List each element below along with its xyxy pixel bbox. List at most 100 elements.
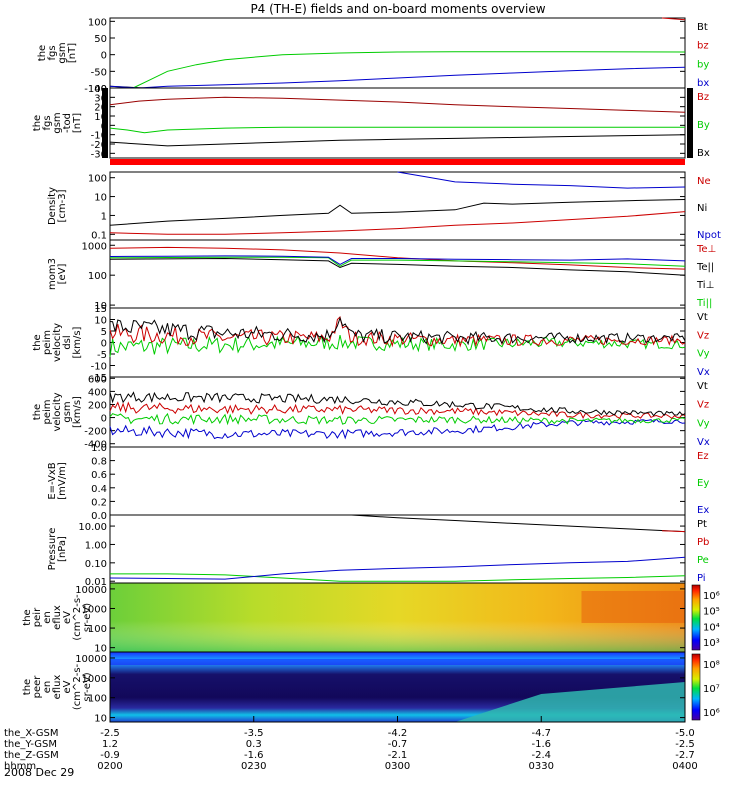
series-Vz	[109, 401, 686, 420]
footer-value: 0330	[529, 761, 554, 772]
series-By	[109, 126, 685, 134]
footer-value: -0.9	[100, 750, 120, 761]
ytick-label: 200	[88, 400, 107, 411]
ytick-label: 10000	[75, 654, 107, 665]
panel-8: 10.00 1.00 0.10 0.01 Pressure [nPa] Pt Pb Pe Pi	[47, 514, 709, 588]
ytick-label: 0.01	[85, 577, 107, 588]
ylabel-line: [cm-3]	[57, 189, 68, 222]
legend-bx: bx	[697, 78, 709, 89]
series-bx	[109, 66, 686, 89]
footer-value: 0.3	[246, 739, 262, 750]
legend-Bt: Bt	[697, 22, 708, 33]
legend-Vx: Vx	[697, 367, 710, 378]
footer-value: 0230	[241, 761, 266, 772]
legend-Pt: Pt	[697, 519, 707, 530]
ytick-label: 10	[94, 301, 107, 312]
series-Vy	[109, 412, 686, 426]
colorbar-tick: 10⁶	[703, 591, 720, 602]
ylabel-line: sr-eV)	[82, 672, 93, 701]
ylabel-line: [km/s]	[72, 396, 83, 428]
ylabel-line: peim	[42, 330, 53, 355]
ytick-label: -400	[84, 440, 107, 451]
ylabel-line: [eV]	[57, 264, 68, 285]
panel-9: 10⁶ 10⁵ 10⁴ 10³ 10000 1000 100 10 the peir en eflux…	[22, 582, 720, 655]
panel-frame	[109, 87, 686, 159]
ytick-label: 1.0	[91, 443, 107, 454]
colorbar-tick: 10⁶	[703, 708, 720, 719]
ytick-label: 10	[94, 714, 107, 725]
footer-value: -5.0	[675, 728, 695, 739]
legend-Pe: Pe	[697, 555, 709, 566]
panel-1: 100 50 0 -50 -100 the fgs gsm [nT] Bt bz by bx	[37, 17, 709, 95]
ylabel-line: en	[42, 611, 53, 624]
series-Te⊥	[109, 246, 686, 270]
ion-spectrogram-hot	[581, 591, 685, 623]
legend-Vz: Vz	[697, 330, 709, 341]
ylabel-line: dsl	[62, 335, 73, 349]
ytick-label: 10.00	[78, 522, 107, 533]
panel-3: 100 10 1 0.1 Density [cm-3] Ne Ni Npot	[47, 171, 721, 241]
ytick-label: -10	[91, 131, 107, 142]
ylabel-line: sr-eV)	[82, 603, 93, 632]
ylabel-line: eV	[62, 611, 73, 624]
legend-Vt: Vt	[697, 312, 708, 323]
legend-Pb: Pb	[697, 537, 709, 548]
electron-spectrogram-rise	[455, 682, 685, 722]
legend-Ti||: Ti||	[696, 298, 712, 309]
footer-value: -0.7	[388, 739, 408, 750]
ytick-label: 50	[94, 34, 107, 45]
panel-4: 1000 100 10 mom3 [eV] Te⊥ Te|| Ti⊥ Ti||	[47, 239, 716, 312]
legend-Ex: Ex	[697, 505, 709, 516]
ytick-label: -50	[91, 67, 107, 78]
ylabel-line: fgs	[47, 45, 58, 60]
page-title: P4 (TH-E) fields and on-board moments ov…	[250, 2, 545, 16]
edge-bar-left	[102, 88, 108, 158]
ytick-label: -30	[91, 149, 107, 160]
footer-row-label: the_Y-GSM	[4, 739, 57, 750]
ytick-label: 0.2	[91, 497, 107, 508]
ylabel-line: the	[22, 679, 33, 695]
legend-Vy: Vy	[697, 418, 710, 429]
footer-value: -1.6	[531, 739, 551, 750]
ytick-label: 400	[88, 387, 107, 398]
ytick-label: 600	[88, 374, 107, 385]
ytick-label: 20	[94, 103, 107, 114]
ylabel-line: Pressure	[47, 528, 58, 571]
ytick-label: 5	[101, 327, 107, 338]
ytick-label: 1.00	[85, 540, 107, 551]
ylabel-line: E=-VxB	[47, 462, 58, 499]
panel-10: 10⁸ 10⁷ 10⁶ 10000 1000 100 10 the peer en eflux eV(…	[22, 651, 720, 725]
separator-band	[110, 159, 685, 165]
ylabel-line: velocity	[52, 392, 63, 431]
series-Ti⊥	[109, 255, 686, 265]
footer-value: -2.1	[388, 750, 408, 761]
ytick-label: 0	[101, 51, 107, 62]
legend-Vz: Vz	[697, 400, 709, 411]
series-Vy	[109, 334, 686, 357]
ylabel-line: gsm	[62, 401, 73, 422]
footer-value: 0400	[672, 761, 697, 772]
series-Vt	[109, 391, 686, 417]
colorbar-tick: 10³	[703, 638, 720, 649]
colorbar-tick: 10⁷	[703, 684, 720, 695]
footer-value: -2.7	[675, 750, 695, 761]
footer-value: -3.5	[244, 728, 264, 739]
series-Ni	[109, 199, 686, 226]
series-Ti||	[109, 256, 686, 267]
ytick-label: 40	[94, 84, 107, 95]
series-Vz	[109, 316, 686, 348]
ylabel-line: [nPa]	[57, 536, 68, 562]
ylabel-line: (cm^2-s-	[72, 594, 83, 641]
legend-Bx: Bx	[697, 148, 710, 159]
legend-Ni: Ni	[697, 203, 707, 214]
legend-Vt: Vt	[697, 381, 708, 392]
ylabel-line: (cm^2-s-	[72, 663, 83, 710]
ytick-label: -100	[84, 84, 107, 95]
panel-2: 403020100-10-20-30thefgsgsm-tod[nT]BzByB…	[32, 84, 710, 160]
ytick-label: -200	[84, 427, 107, 438]
series-Bx	[109, 134, 686, 147]
ylabel-line: -tod	[62, 113, 73, 133]
footer-ephemeris: the_X-GSM -2.5 -3.5 -4.2 -4.7 -5.0 the_Y-GSM 1.…	[4, 728, 698, 772]
